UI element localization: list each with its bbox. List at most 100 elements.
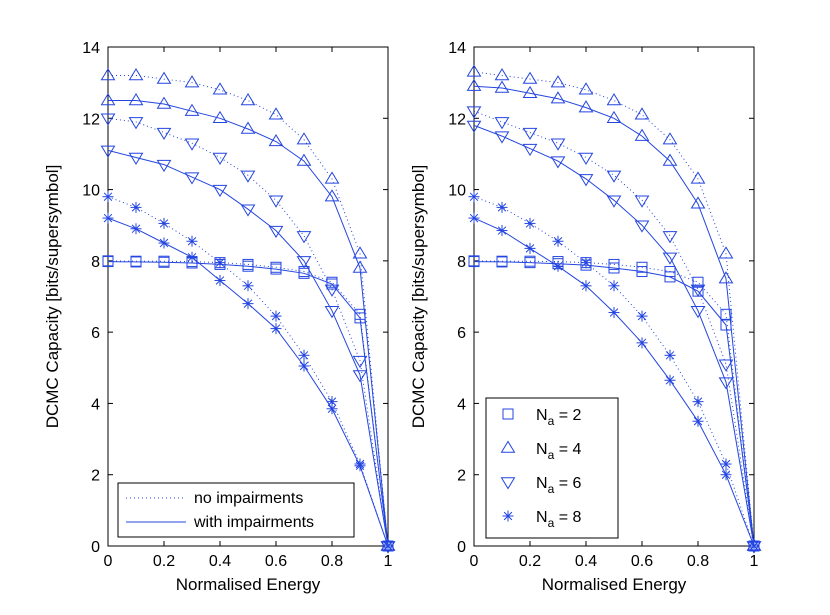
data-point-triangle-down [296,231,312,244]
legend-marker-triangle-up [500,440,516,453]
x-tick-label: 0 [104,553,113,570]
data-point-triangle-up [522,85,538,99]
data-point-star [524,217,536,229]
data-point-triangle-up [352,246,368,259]
data-point-star [720,458,732,470]
data-point-triangle-up [466,64,482,77]
legend-label-no-impairments: no impairments [194,490,303,507]
data-point-star [214,274,226,286]
series-star-solid [468,212,760,552]
data-point-triangle-down [128,152,144,165]
data-point-star [608,307,620,319]
data-point-square [692,276,704,288]
y-tick-label: 10 [82,183,100,200]
right-y-ticks: 0 2 4 6 8 10 12 14 [448,40,754,556]
data-point-triangle-up [184,103,200,116]
data-point-triangle-down [550,156,566,169]
y-tick-label: 14 [448,40,466,57]
data-point-triangle-down [184,138,200,151]
legend-item-triangle-up: Na = 4 [500,440,581,462]
legend-label: Na = 6 [536,475,581,496]
data-point-star [636,310,648,322]
y-tick-label: 4 [457,396,466,413]
data-point-triangle-down [268,225,284,239]
data-point-triangle-down [156,159,172,173]
series-triangle-up-solid [100,92,396,551]
data-point-star [270,323,282,335]
y-tick-label: 0 [457,539,466,556]
data-point-triangle-down [662,252,678,265]
data-point-triangle-up [606,110,622,124]
data-point-star [468,212,480,224]
data-point-star [270,310,282,322]
x-tick-label: 0.8 [687,553,709,570]
data-point-triangle-down [240,170,256,183]
legend-label: Na = 2 [536,407,581,428]
data-point-triangle-up [352,260,368,273]
y-tick-label: 8 [91,254,100,271]
data-point-triangle-down [634,195,650,208]
data-point-square [720,308,732,320]
data-point-star [552,260,564,272]
data-point-triangle-down [100,113,116,126]
left-chart-panel: 0 0.2 0.4 0.6 0.8 1 0 2 4 6 8 10 12 14 Normalised En… [43,40,396,594]
x-tick-label: 0.2 [519,553,541,570]
data-point-triangle-up [156,96,172,109]
left-x-ticks: 0 0.2 0.4 0.6 0.8 1 [104,47,393,570]
x-tick-label: 0.4 [209,553,231,570]
y-tick-label: 12 [82,111,100,128]
data-point-star [102,212,114,224]
right-chart-panel: 0 0.2 0.4 0.6 0.8 1 0 2 4 6 8 10 12 14 Normalised En… [409,40,762,594]
data-point-triangle-up [212,110,228,124]
series-line-solid [107,149,389,547]
data-point-triangle-down [606,195,622,208]
data-point-star [580,280,592,292]
data-point-triangle-up [296,132,312,145]
data-point-square [326,278,338,290]
data-point-triangle-up [662,132,678,145]
legend-marker-square [502,408,514,420]
x-tick-label: 1 [384,553,393,570]
data-point-triangle-up [128,92,144,106]
data-point-star [354,460,366,472]
legend-item-triangle-down: Na = 6 [500,475,581,496]
data-point-star [130,201,142,213]
x-tick-label: 1 [750,553,759,570]
y-tick-label: 2 [91,468,100,485]
data-point-triangle-down [718,377,734,390]
series-line-solid [108,100,389,547]
data-point-square [242,260,254,272]
data-point-star [468,191,480,203]
data-point-square [496,256,508,268]
series-line-dotted [473,110,755,547]
data-point-triangle-up [578,100,594,113]
data-point-star [524,242,536,254]
series-triangle-up-dotted [466,64,762,551]
data-point-star [608,280,620,292]
left-y-axis-label: DCMC Capacity [bits/supersymbol] [43,165,62,429]
y-tick-label: 6 [457,325,466,342]
data-point-triangle-down [212,152,228,165]
data-point-triangle-down [718,359,734,372]
x-tick-label: 0.6 [265,553,287,570]
data-point-triangle-down [352,370,368,383]
left-legend: no impairments with impairments [117,482,355,538]
data-point-square [608,262,620,274]
data-point-triangle-down [352,355,368,369]
data-point-star [748,540,760,552]
data-point-star [158,237,170,249]
data-point-square [524,257,536,269]
data-point-star [158,217,170,229]
data-point-triangle-down [522,143,538,157]
data-point-triangle-up [634,128,650,141]
data-point-star [298,349,310,361]
left-series-group [100,68,396,554]
data-point-triangle-up [522,71,538,84]
right-x-ticks: 0 0.2 0.4 0.6 0.8 1 [470,47,759,570]
data-point-star [382,540,394,552]
data-point-star [130,223,142,235]
data-point-triangle-down [690,284,706,297]
legend-label-with-impairments: with impairments [193,514,314,531]
data-point-star [720,469,732,481]
data-point-triangle-down [268,195,284,208]
